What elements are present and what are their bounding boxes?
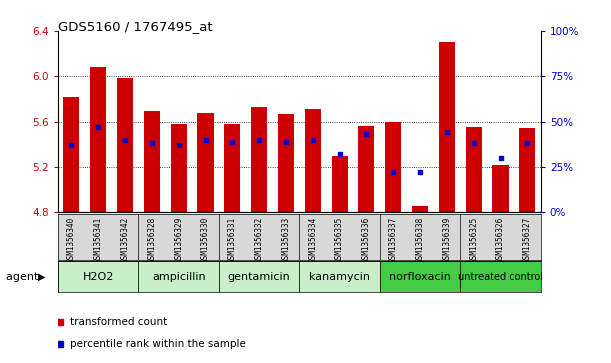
Text: ▶: ▶	[38, 272, 45, 282]
Text: agent: agent	[6, 272, 42, 282]
Bar	[144, 111, 160, 212]
Bar	[224, 124, 240, 212]
Bar	[197, 113, 214, 212]
Text: GSM1356331: GSM1356331	[228, 216, 237, 263]
Text: GSM1356327: GSM1356327	[523, 216, 532, 263]
Text: percentile rank within the sample: percentile rank within the sample	[70, 339, 246, 349]
Bar	[460, 261, 541, 292]
Bar	[492, 165, 508, 212]
Bar	[385, 122, 401, 212]
Text: GSM1356326: GSM1356326	[496, 216, 505, 263]
Text: GSM1356338: GSM1356338	[415, 216, 425, 263]
Bar	[380, 261, 460, 292]
Text: transformed count: transformed count	[70, 317, 167, 327]
Text: ampicillin: ampicillin	[152, 272, 205, 282]
Bar	[278, 114, 294, 212]
Text: untreated control: untreated control	[458, 272, 543, 282]
Bar	[466, 127, 481, 212]
Bar	[139, 261, 219, 292]
Text: GSM1356339: GSM1356339	[442, 216, 452, 263]
Bar	[117, 78, 133, 212]
Text: GDS5160 / 1767495_at: GDS5160 / 1767495_at	[58, 20, 213, 33]
Text: GSM1356329: GSM1356329	[174, 216, 183, 263]
Text: GSM1356332: GSM1356332	[255, 216, 264, 263]
Text: norfloxacin: norfloxacin	[389, 272, 451, 282]
Bar	[412, 205, 428, 212]
Text: GSM1356337: GSM1356337	[389, 216, 398, 263]
Bar	[219, 261, 299, 292]
Text: gentamicin: gentamicin	[228, 272, 291, 282]
Text: GSM1356328: GSM1356328	[147, 216, 156, 263]
Text: GSM1356341: GSM1356341	[93, 216, 103, 263]
Bar	[332, 156, 348, 212]
Text: GSM1356330: GSM1356330	[201, 216, 210, 263]
Bar	[359, 126, 375, 212]
Text: GSM1356335: GSM1356335	[335, 216, 344, 263]
Bar	[305, 109, 321, 212]
Text: H2O2: H2O2	[82, 272, 114, 282]
Bar	[64, 97, 79, 212]
Text: GSM1356336: GSM1356336	[362, 216, 371, 263]
Text: kanamycin: kanamycin	[309, 272, 370, 282]
Text: GSM1356333: GSM1356333	[282, 216, 290, 263]
Bar	[170, 124, 187, 212]
Bar	[439, 42, 455, 212]
Text: GSM1356334: GSM1356334	[309, 216, 317, 263]
Bar	[58, 261, 139, 292]
Text: GSM1356342: GSM1356342	[120, 216, 130, 263]
Text: GSM1356340: GSM1356340	[67, 216, 76, 263]
Text: GSM1356325: GSM1356325	[469, 216, 478, 263]
Bar	[519, 129, 535, 212]
Bar	[90, 67, 106, 212]
Bar	[299, 261, 380, 292]
Bar	[251, 107, 267, 212]
